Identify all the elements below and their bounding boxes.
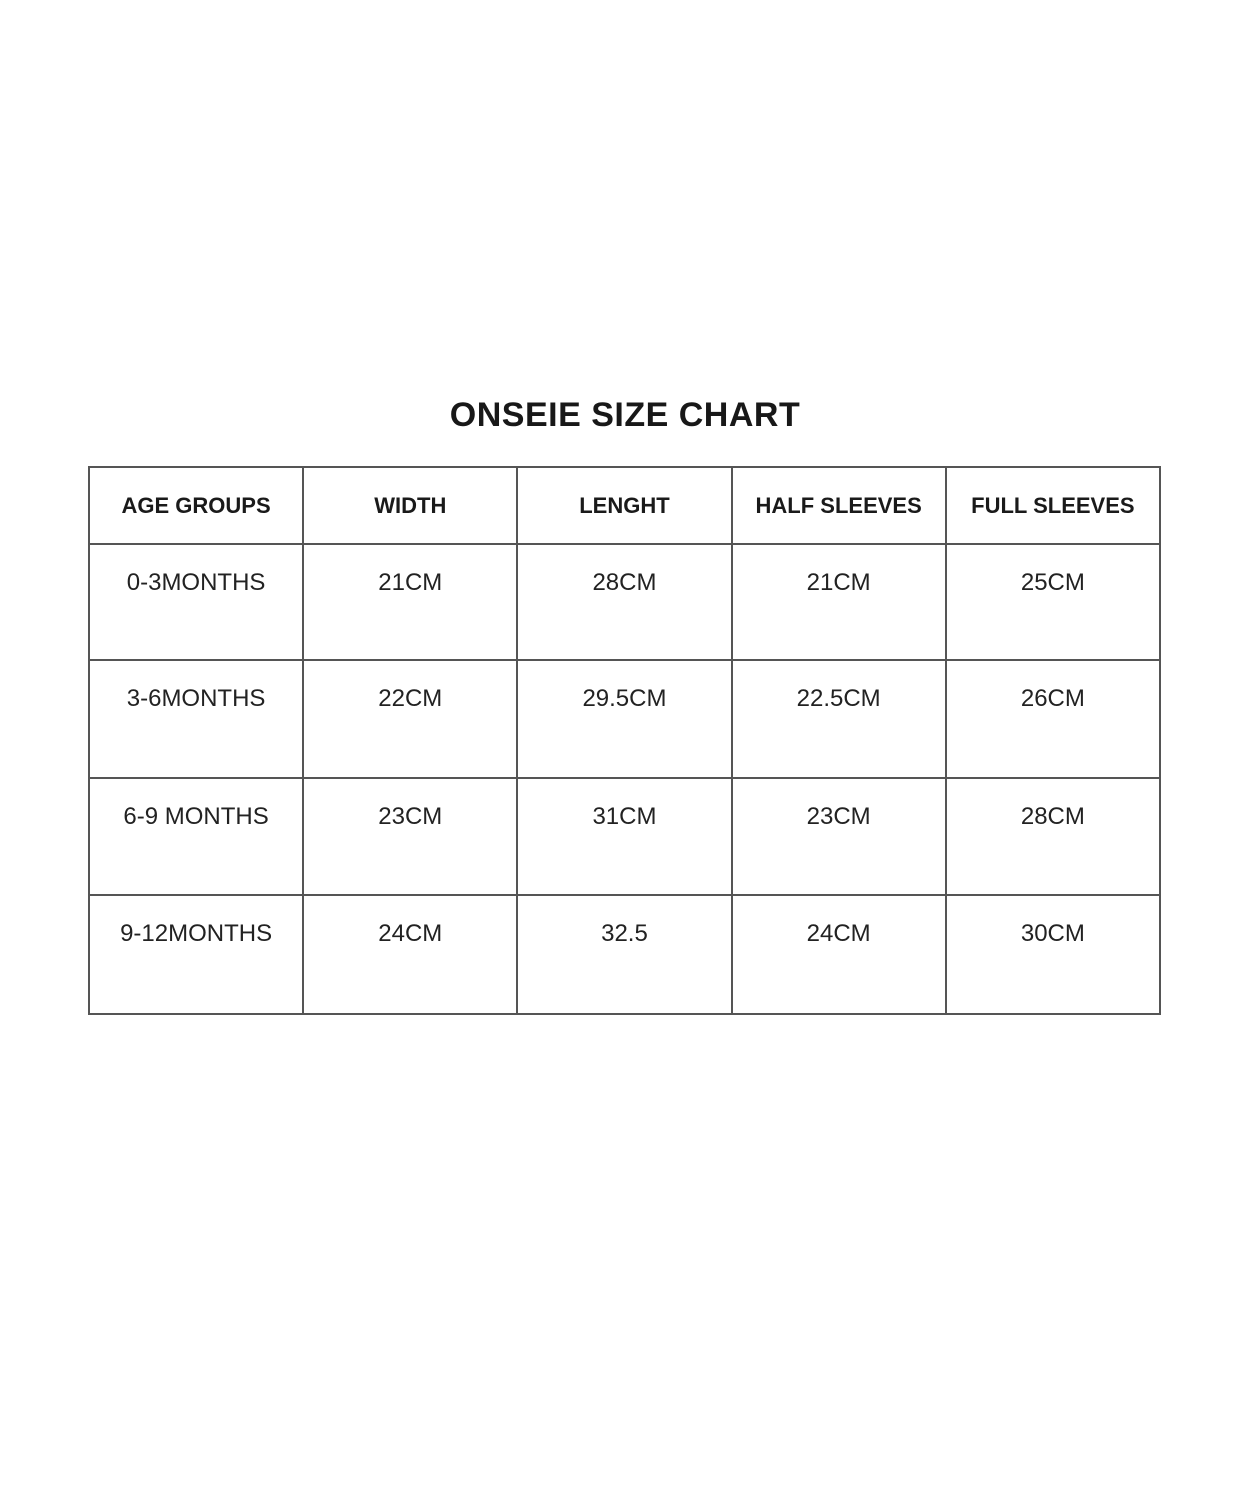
cell-lenght: 28CM: [516, 543, 733, 661]
cell-full-sleeves: 30CM: [944, 894, 1162, 1015]
cell-half-sleeves: 22.5CM: [730, 659, 947, 779]
column-header-full-sleeves: FULL SLEEVES: [944, 466, 1162, 545]
cell-age-group: 9-12MONTHS: [87, 894, 305, 1015]
table-row-0-3-months: 0-3MONTHS 21CM 28CM 21CM 25CM: [87, 543, 1162, 661]
cell-age-group: 0-3MONTHS: [87, 543, 305, 661]
cell-lenght: 32.5: [516, 894, 733, 1015]
column-header-age-groups: AGE GROUPS: [87, 466, 305, 545]
cell-width: 24CM: [302, 894, 519, 1015]
cell-half-sleeves: 24CM: [730, 894, 947, 1015]
cell-half-sleeves: 21CM: [730, 543, 947, 661]
cell-lenght: 29.5CM: [516, 659, 733, 779]
column-header-width: WIDTH: [302, 466, 519, 545]
column-header-half-sleeves: HALF SLEEVES: [730, 466, 947, 545]
page-title: ONSEIE SIZE CHART: [449, 396, 801, 434]
cell-lenght: 31CM: [516, 777, 733, 896]
size-chart-table: AGE GROUPS WIDTH LENGHT HALF SLEEVES FUL…: [87, 466, 1162, 1015]
cell-width: 23CM: [302, 777, 519, 896]
cell-full-sleeves: 28CM: [944, 777, 1162, 896]
cell-width: 21CM: [302, 543, 519, 661]
cell-age-group: 3-6MONTHS: [87, 659, 305, 779]
table-row-9-12-months: 9-12MONTHS 24CM 32.5 24CM 30CM: [87, 894, 1162, 1015]
cell-width: 22CM: [302, 659, 519, 779]
cell-full-sleeves: 26CM: [944, 659, 1162, 779]
table-row-6-9-months: 6-9 MONTHS 23CM 31CM 23CM 28CM: [87, 777, 1162, 896]
table-row-3-6-months: 3-6MONTHS 22CM 29.5CM 22.5CM 26CM: [87, 659, 1162, 779]
header-row: AGE GROUPS WIDTH LENGHT HALF SLEEVES FUL…: [87, 466, 1162, 545]
cell-half-sleeves: 23CM: [730, 777, 947, 896]
column-header-lenght: LENGHT: [516, 466, 733, 545]
cell-age-group: 6-9 MONTHS: [87, 777, 305, 896]
cell-full-sleeves: 25CM: [944, 543, 1162, 661]
